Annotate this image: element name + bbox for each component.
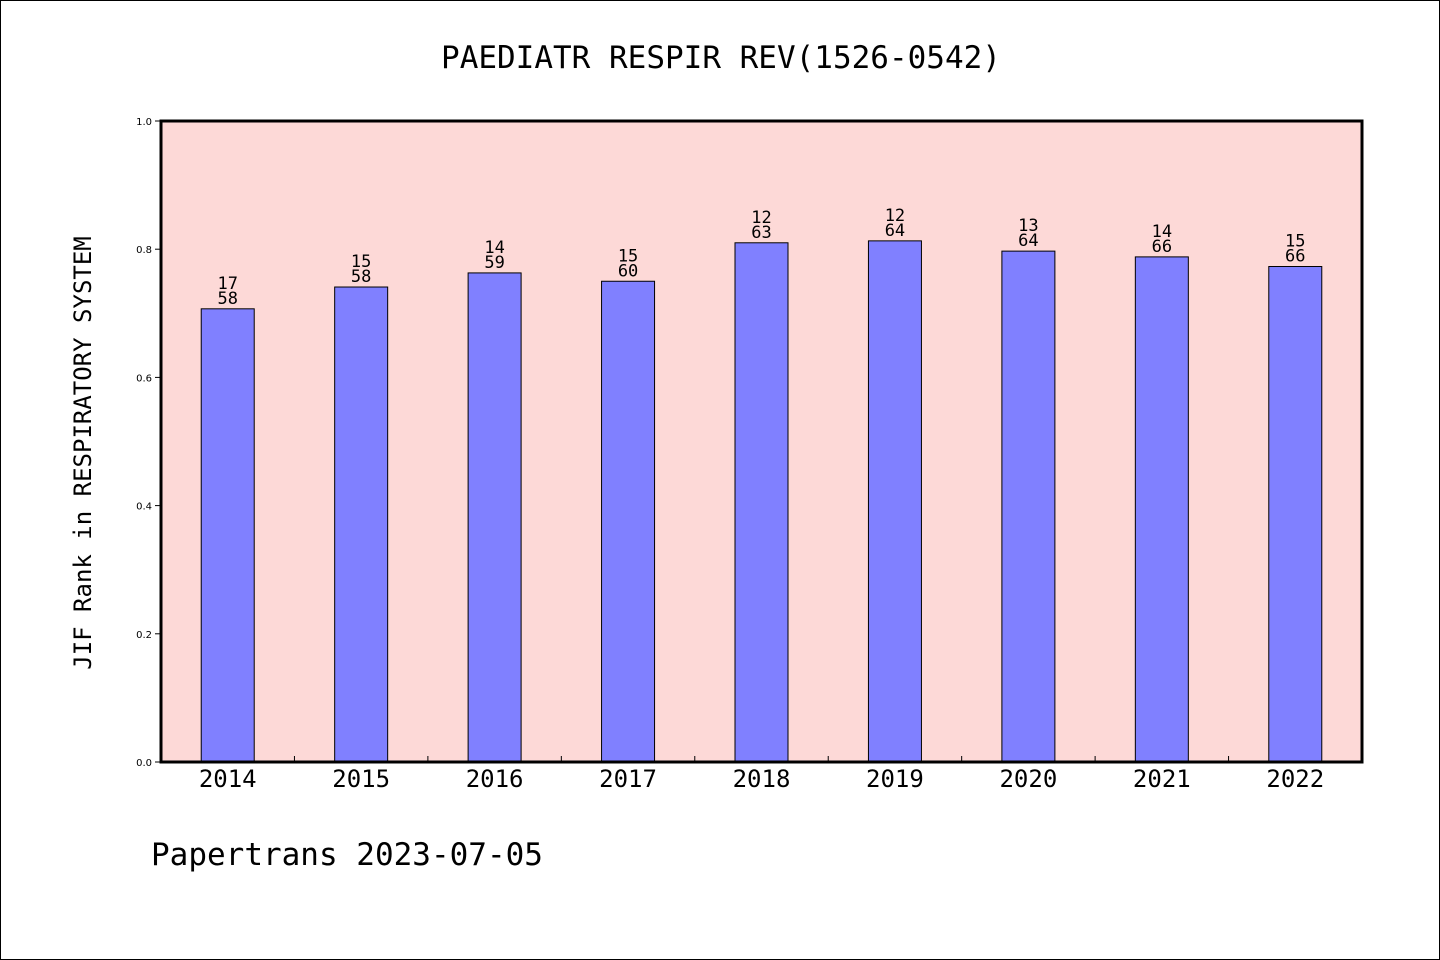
bar-total-label-2016: 59: [484, 253, 504, 273]
bar-2014: [200, 308, 255, 763]
bar-total-label-2020: 64: [1018, 231, 1038, 251]
x-tick-label-2018: 2018: [733, 765, 791, 793]
bar-2020: [1001, 250, 1056, 763]
bar-2018: [734, 242, 789, 763]
bar-total-label-2019: 64: [885, 221, 905, 241]
bar-total-label-2018: 63: [751, 223, 771, 243]
y-tick-label-0.6: 0.6: [136, 373, 152, 384]
bar-total-label-2014: 58: [217, 289, 237, 309]
bar-rank-label-2022: 15: [1285, 232, 1305, 252]
x-tick-label-2021: 2021: [1133, 765, 1191, 793]
bar-total-label-2022: 66: [1285, 247, 1305, 267]
footer-credit: Papertrans 2023-07-05: [151, 837, 543, 873]
x-tick-label-2014: 2014: [199, 765, 257, 793]
bar-2016: [467, 272, 522, 763]
plot-border: [159, 119, 1364, 764]
chart-title: PAEDIATR RESPIR REV(1526-0542): [441, 40, 1001, 76]
bar-total-label-2021: 66: [1152, 237, 1172, 257]
y-tick-label-0.8: 0.8: [136, 245, 152, 256]
y-tick-label-1.0: 1.0: [136, 117, 152, 128]
bar-2015: [334, 286, 389, 763]
y-tick-label-0.2: 0.2: [136, 630, 152, 641]
x-tick-label-2016: 2016: [466, 765, 524, 793]
bar-total-label-2017: 60: [618, 261, 638, 281]
bars-layer: [200, 240, 1323, 763]
bar-rank-label-2018: 12: [751, 208, 771, 228]
x-tick-label-2020: 2020: [999, 765, 1057, 793]
bar-rank-label-2021: 14: [1152, 222, 1172, 242]
bar-rank-label-2020: 13: [1018, 216, 1038, 236]
bar-rank-label-2017: 15: [618, 246, 638, 266]
bar-rank-label-2019: 12: [885, 206, 905, 226]
x-tick-label-2017: 2017: [599, 765, 657, 793]
bar-rank-label-2015: 15: [351, 252, 371, 272]
x-axis: 2014 2015 2016 2017 2018 2019 2020 2021 2022: [199, 756, 1324, 793]
x-tick-label-2022: 2022: [1266, 765, 1324, 793]
bar-rank-label-2016: 14: [484, 238, 504, 258]
bar-2021: [1134, 256, 1189, 763]
y-axis: 0.0 0.2 0.4 0.6 0.8 1.0: [136, 117, 161, 769]
bar-2017: [601, 280, 656, 763]
bar-2019: [867, 240, 922, 763]
bar-2022: [1268, 266, 1323, 763]
x-tick-label-2015: 2015: [332, 765, 390, 793]
y-tick-label-0.4: 0.4: [136, 502, 152, 513]
y-axis-label: JIF Rank in RESPIRATORY SYSTEM: [69, 236, 97, 669]
bar-rank-label-2014: 17: [217, 274, 237, 294]
x-tick-label-2019: 2019: [866, 765, 924, 793]
bar-total-label-2015: 58: [351, 267, 371, 287]
y-tick-label-0.0: 0.0: [136, 758, 152, 769]
